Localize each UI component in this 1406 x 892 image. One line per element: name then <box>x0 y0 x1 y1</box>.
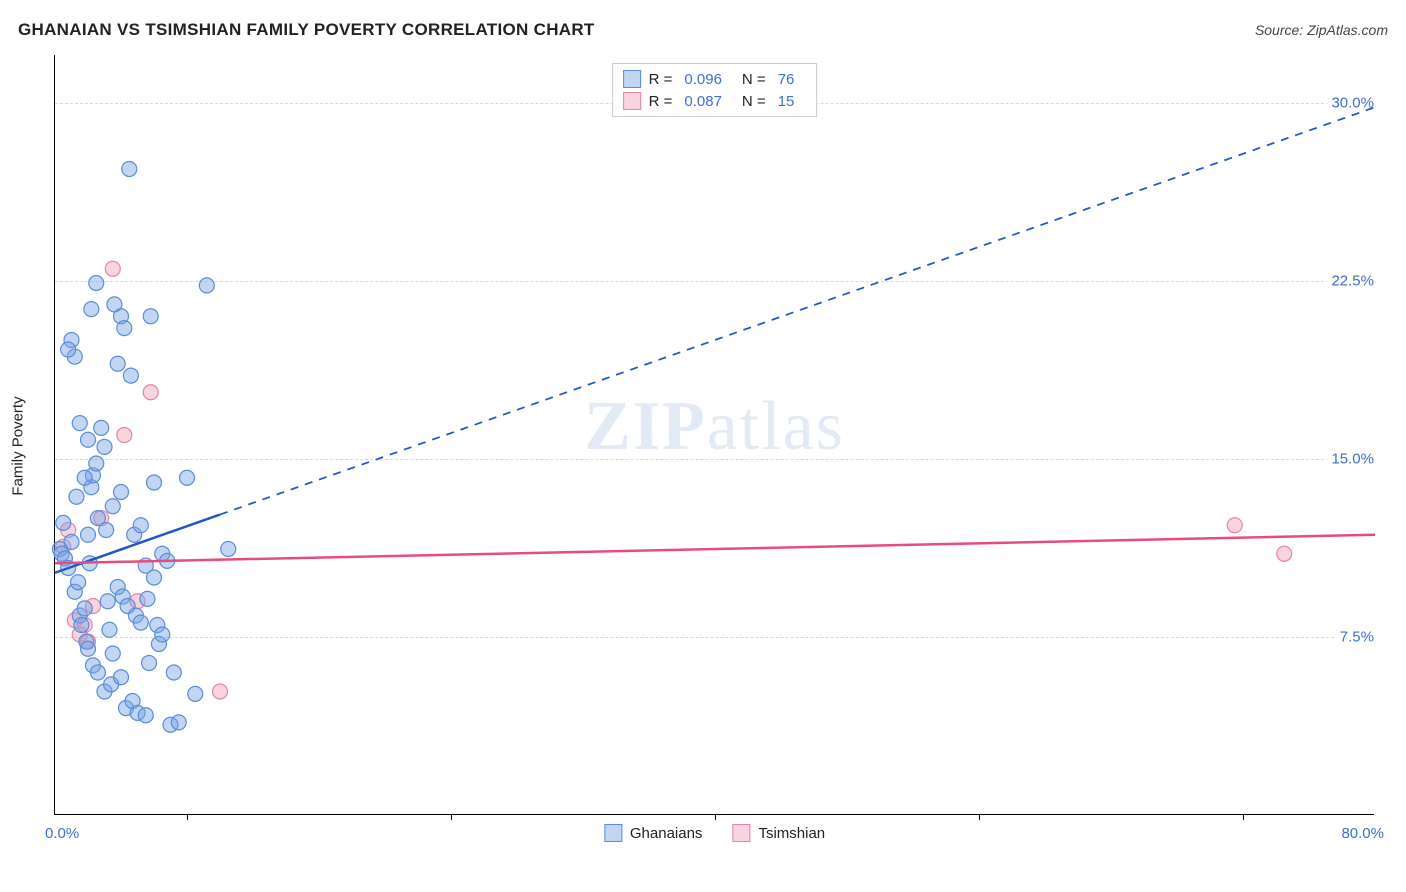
data-point <box>199 278 214 293</box>
data-point <box>180 470 195 485</box>
data-point <box>97 439 112 454</box>
data-point <box>171 715 186 730</box>
legend-label-tsimshian: Tsimshian <box>758 825 825 842</box>
data-point <box>74 618 89 633</box>
swatch-ghanaians-icon <box>604 824 622 842</box>
correlation-legend: R = 0.096 N = 76 R = 0.087 N = 15 <box>612 63 818 117</box>
data-point <box>140 591 155 606</box>
data-point <box>147 570 162 585</box>
plot-area: ZIPatlas 7.5%15.0%22.5%30.0% R = 0.096 N… <box>54 55 1374 815</box>
data-point <box>188 686 203 701</box>
data-point <box>110 356 125 371</box>
data-point <box>143 309 158 324</box>
data-point <box>69 489 84 504</box>
scatter-canvas <box>55 55 1375 815</box>
data-point <box>1277 546 1292 561</box>
data-point <box>56 515 71 530</box>
swatch-tsimshian-icon <box>732 824 750 842</box>
data-point <box>90 665 105 680</box>
data-point <box>133 518 148 533</box>
data-point <box>89 456 104 471</box>
data-point <box>71 575 86 590</box>
trend-line-solid <box>55 535 1375 564</box>
data-point <box>102 622 117 637</box>
chart-title: GHANAIAN VS TSIMSHIAN FAMILY POVERTY COR… <box>18 20 595 40</box>
data-point <box>77 470 92 485</box>
data-point <box>117 321 132 336</box>
data-point <box>99 523 114 538</box>
data-point <box>61 342 76 357</box>
legend-label-ghanaians: Ghanaians <box>630 825 703 842</box>
chart-header: GHANAIAN VS TSIMSHIAN FAMILY POVERTY COR… <box>18 20 1388 40</box>
data-point <box>105 499 120 514</box>
data-point <box>105 646 120 661</box>
data-point <box>123 368 138 383</box>
data-point <box>100 594 115 609</box>
y-axis-label: Family Poverty <box>10 396 27 495</box>
data-point <box>94 420 109 435</box>
series-legend: Ghanaians Tsimshian <box>604 824 825 842</box>
data-point <box>166 665 181 680</box>
data-point <box>1227 518 1242 533</box>
data-point <box>114 485 129 500</box>
data-point <box>117 428 132 443</box>
x-axis-max-label: 80.0% <box>1341 825 1384 842</box>
data-point <box>138 708 153 723</box>
data-point <box>142 656 157 671</box>
data-point <box>64 534 79 549</box>
data-point <box>143 385 158 400</box>
data-point <box>114 670 129 685</box>
swatch-ghanaians <box>623 70 641 88</box>
legend-row-2: R = 0.087 N = 15 <box>623 90 807 112</box>
data-point <box>133 615 148 630</box>
data-point <box>122 162 137 177</box>
data-point <box>213 684 228 699</box>
data-point <box>221 542 236 557</box>
data-point <box>72 416 87 431</box>
x-axis-min-label: 0.0% <box>45 825 79 842</box>
data-point <box>89 276 104 291</box>
data-point <box>81 432 96 447</box>
data-point <box>84 302 99 317</box>
swatch-tsimshian <box>623 92 641 110</box>
trend-line-dashed <box>220 107 1375 514</box>
data-point <box>147 475 162 490</box>
data-point <box>81 527 96 542</box>
legend-item-tsimshian: Tsimshian <box>732 824 825 842</box>
data-point <box>77 601 92 616</box>
chart-source: Source: ZipAtlas.com <box>1255 22 1388 38</box>
data-point <box>155 627 170 642</box>
data-point <box>81 641 96 656</box>
legend-item-ghanaians: Ghanaians <box>604 824 703 842</box>
data-point <box>105 261 120 276</box>
legend-row-1: R = 0.096 N = 76 <box>623 68 807 90</box>
